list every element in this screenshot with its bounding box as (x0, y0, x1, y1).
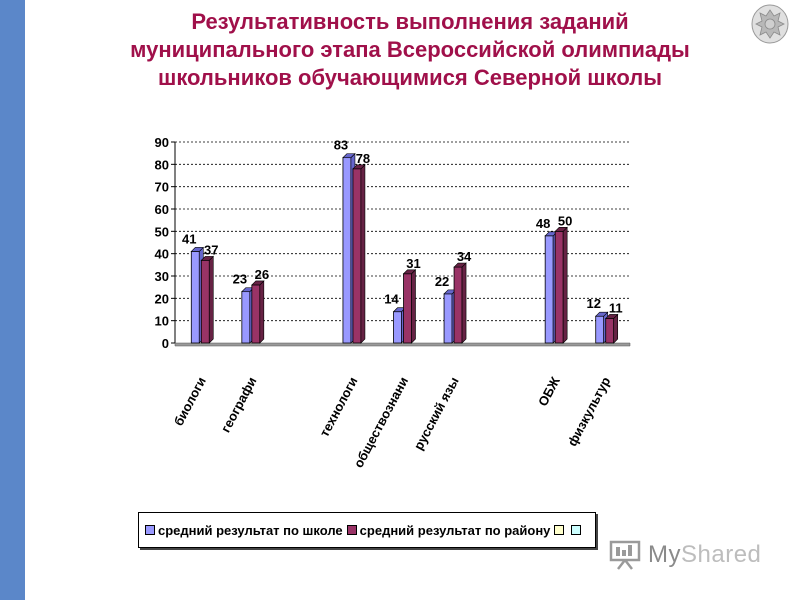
bar-district-side (562, 226, 568, 344)
bar-district (605, 318, 615, 344)
bar-district-top (352, 164, 366, 170)
presentation-board-icon (609, 540, 641, 570)
title-line-1: Результативность выполнения заданий (191, 9, 629, 34)
category-label: ОБЖ (535, 374, 563, 409)
watermark-text-main: My (648, 541, 681, 568)
legend-swatch-district (346, 525, 357, 535)
bar-district-side (360, 164, 366, 344)
legend-swatch-school (145, 525, 155, 535)
bar-district-side (411, 269, 416, 344)
bar-district (554, 230, 564, 344)
category-label: географи (218, 374, 260, 435)
y-tick-label: 80 (155, 157, 169, 172)
legend-label-district: средний результат по району (359, 522, 551, 538)
bar-school (241, 291, 251, 344)
bar-district (200, 259, 210, 344)
legend-item-district: средний результат по району (346, 522, 551, 538)
legend-swatch-empty-4 (571, 525, 582, 535)
bar-school (595, 315, 605, 344)
bar-school-top (594, 311, 609, 317)
legend-swatch-empty-3 (554, 525, 565, 535)
bar-district (403, 273, 412, 344)
bar-district-top (200, 256, 215, 261)
y-tick-label: 90 (155, 135, 169, 150)
legend-label-school: средний результат по школе (158, 522, 343, 538)
bar-school (544, 235, 554, 344)
y-tick-label: 60 (155, 202, 169, 217)
y-tick-label: 0 (162, 336, 169, 351)
data-label-school: 22 (435, 274, 449, 289)
bar-district (251, 284, 261, 344)
data-label-district: 34 (457, 249, 472, 264)
myshared-watermark: MyShared (608, 538, 768, 572)
bar-district (453, 266, 463, 344)
y-tick-label: 30 (155, 269, 169, 284)
data-label-school: 12 (586, 296, 600, 311)
bar-school (443, 293, 453, 344)
y-tick-label: 70 (155, 180, 169, 195)
data-label-district: 31 (406, 256, 420, 271)
bar-district-side (461, 262, 467, 344)
category-label: обществознани (351, 374, 411, 470)
watermark-text-rest: Shared (681, 541, 762, 568)
side-accent-bar (0, 0, 25, 600)
bar-district-side (613, 313, 619, 344)
title-line-3: школьников обучающимися Северной школы (157, 65, 662, 90)
bar-district-side (259, 280, 265, 344)
bar-district-top (604, 314, 619, 319)
data-label-district: 37 (204, 242, 218, 257)
bar-district-side (208, 255, 214, 344)
data-label-school: 23 (233, 272, 247, 287)
legend-item-school: средний результат по школе (145, 523, 343, 538)
data-label-district: 50 (558, 213, 572, 228)
bar-district-top (453, 262, 467, 268)
category-label: русский язы (411, 374, 462, 452)
coat-of-arms-icon (751, 4, 789, 44)
data-label-school: 41 (182, 231, 196, 246)
legend-item-empty-3 (554, 525, 567, 535)
y-tick-label: 10 (155, 314, 169, 329)
data-label-school: 14 (384, 292, 399, 307)
bar-district-top (554, 227, 568, 232)
bar-district (352, 168, 362, 344)
data-label-district: 78 (356, 151, 370, 166)
category-label: биологи (171, 374, 209, 428)
chart-legend: средний результат по школе средний резул… (138, 512, 596, 548)
bar-district-top (402, 269, 417, 275)
x-axis-floor (174, 342, 631, 347)
data-label-district: 11 (609, 300, 623, 315)
legend-item-empty-4 (571, 525, 584, 535)
bar-school-top (342, 153, 356, 158)
data-label-school: 48 (536, 216, 550, 231)
data-label-district: 26 (255, 267, 269, 282)
bar-school-top (190, 247, 205, 252)
y-tick-label: 20 (155, 291, 169, 306)
bar-district-top (251, 280, 265, 286)
slide-title: Результативность выполнения заданий муни… (40, 8, 780, 92)
category-label: физкультур (564, 374, 613, 448)
category-label: технологи (317, 374, 361, 439)
title-line-2: муниципального этапа Всероссийской олимп… (130, 37, 690, 62)
bar-school (393, 311, 402, 344)
bar-school (342, 157, 352, 344)
bar-school (190, 251, 200, 344)
y-tick-label: 50 (155, 224, 169, 239)
y-tick-label: 40 (155, 247, 169, 262)
data-label-school: 83 (334, 138, 348, 153)
